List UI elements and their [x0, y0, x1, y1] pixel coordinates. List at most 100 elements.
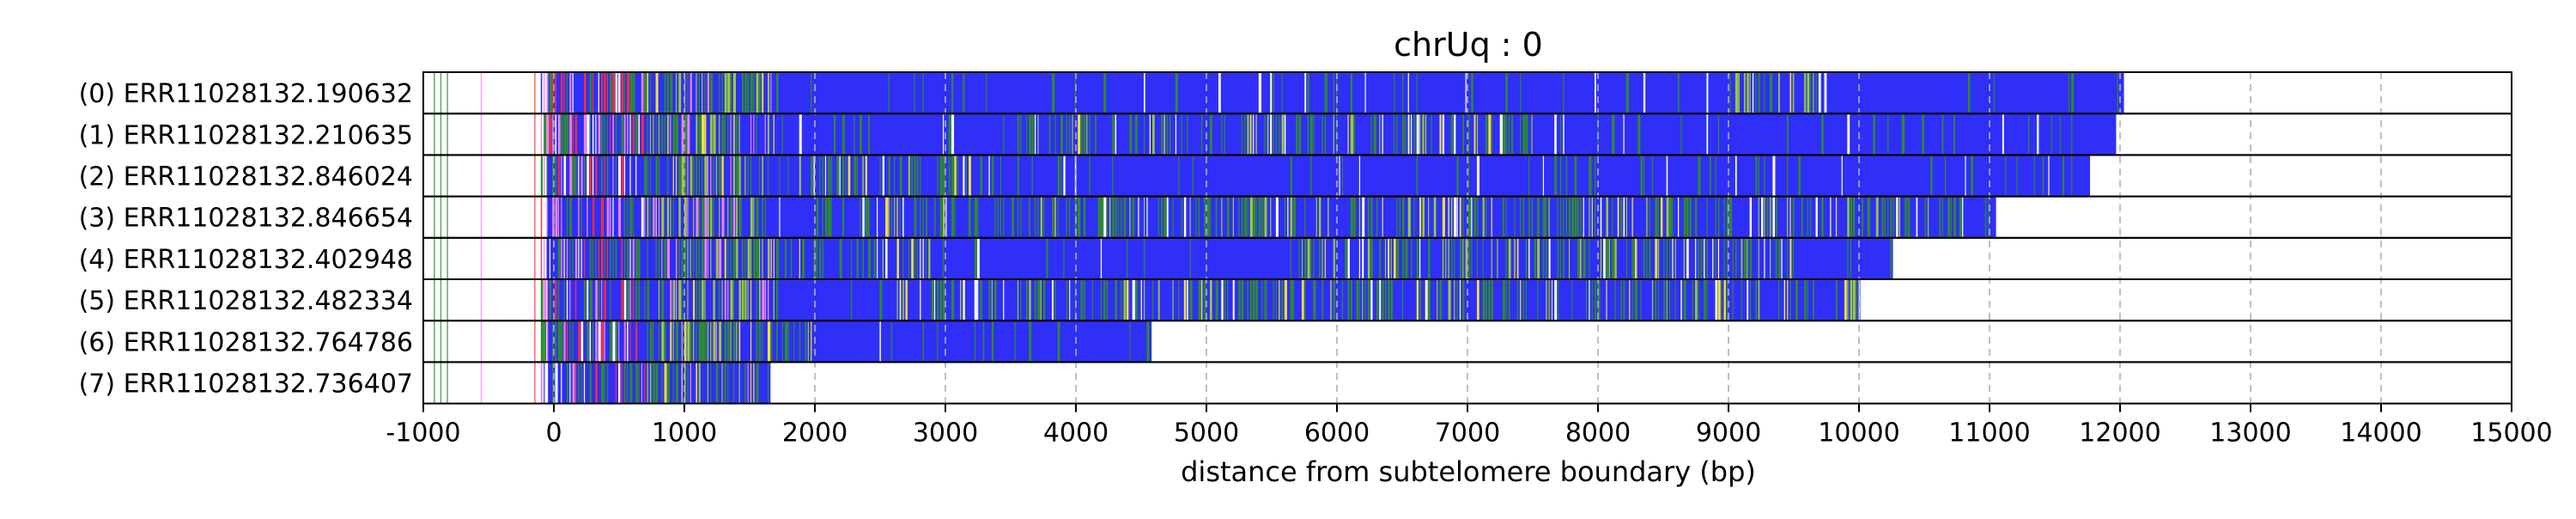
read-segment — [1313, 113, 1315, 156]
read-labels: (0) ERR11028132.190632 (1) ERR11028132.21… — [79, 79, 413, 399]
read-segment — [1893, 196, 1895, 238]
read-segment — [1700, 237, 1703, 279]
read-segment — [914, 72, 915, 114]
read-segment — [561, 196, 562, 238]
read-segment — [534, 362, 536, 404]
read-segment — [1924, 196, 1927, 238]
read-segment — [589, 321, 592, 363]
read-segment — [610, 113, 611, 156]
read-segment — [1161, 113, 1163, 156]
read-segment — [1069, 279, 1071, 321]
read-segment — [647, 196, 649, 238]
read-segment — [730, 237, 732, 279]
read-segment — [1692, 279, 1693, 321]
read-segment — [675, 237, 677, 279]
read-segment — [534, 155, 536, 197]
read-segment — [719, 279, 720, 321]
read-segment — [1416, 113, 1419, 156]
read-segment — [627, 155, 629, 197]
read-segment — [1775, 196, 1777, 238]
read-segment — [750, 362, 752, 404]
read-segment — [1450, 196, 1453, 238]
read-segment — [702, 196, 705, 238]
read-segment — [1247, 196, 1249, 238]
read-segment — [681, 72, 683, 114]
read-segment — [741, 237, 744, 279]
read-segment — [557, 362, 560, 404]
read-segment — [1048, 113, 1051, 156]
read-segment — [1875, 196, 1879, 238]
read-segment — [610, 362, 611, 404]
read-segment — [1907, 196, 1911, 238]
read-segment — [1732, 279, 1734, 321]
read-segment — [896, 279, 898, 321]
read-segment — [681, 362, 683, 404]
read-segment — [1680, 279, 1682, 321]
read-segment — [1505, 72, 1508, 114]
read-segment — [1066, 196, 1067, 238]
read-segment — [1080, 113, 1083, 156]
read-segment — [1200, 279, 1203, 321]
read-segment — [635, 362, 638, 404]
read-segment — [758, 321, 762, 363]
read-segment — [566, 362, 568, 404]
read-segment — [710, 279, 713, 321]
read-segment — [1781, 237, 1783, 279]
read-segment — [1520, 196, 1522, 238]
read-segment — [1100, 279, 1103, 321]
read-segment — [1717, 237, 1720, 279]
read-segment — [610, 321, 613, 363]
read-segment — [1890, 196, 1893, 238]
read-segment — [779, 196, 781, 238]
read-segment — [621, 279, 624, 321]
read-segment — [578, 321, 580, 363]
read-segment — [807, 321, 809, 363]
read-segment — [710, 196, 713, 238]
read-segment — [1887, 196, 1889, 238]
read-segment — [911, 155, 914, 197]
read-segment — [598, 196, 601, 238]
read-segment — [704, 237, 708, 279]
read-segment — [1347, 113, 1349, 156]
read-segment — [670, 362, 671, 404]
read-segment — [2050, 113, 2052, 156]
read-segment — [563, 155, 567, 197]
read-segment — [555, 196, 558, 238]
read-segment — [1244, 196, 1247, 238]
read-segment — [480, 321, 483, 363]
read-segment — [1608, 237, 1610, 279]
read-label: (4) ERR11028132.402948 — [79, 245, 413, 275]
read-segment — [713, 237, 714, 279]
read-segment — [647, 321, 648, 363]
read-segment — [1012, 196, 1014, 238]
read-segment — [534, 72, 536, 114]
read-segment — [773, 237, 775, 279]
read-segment — [773, 196, 775, 238]
read-segment — [1755, 155, 1758, 197]
read-segment — [644, 72, 647, 114]
read-segment — [879, 279, 883, 321]
read-segment — [762, 72, 764, 114]
read-segment — [1668, 237, 1671, 279]
read-segment — [704, 196, 708, 238]
read-segment — [828, 155, 830, 197]
read-segment — [1025, 113, 1028, 156]
read-segment — [753, 321, 755, 363]
read-segment — [928, 237, 931, 279]
read-segment — [649, 321, 653, 363]
read-segment — [1789, 72, 1792, 114]
read-segment — [655, 362, 659, 404]
read-segment — [1364, 72, 1366, 114]
read-segment — [1054, 279, 1056, 321]
read-segment — [977, 279, 979, 321]
read-segment — [1689, 196, 1692, 238]
read-segment — [583, 113, 587, 156]
read-segment — [549, 196, 552, 238]
read-segment — [1717, 279, 1721, 321]
read-segment — [649, 279, 652, 321]
read-segment — [1614, 237, 1617, 279]
read-segment — [702, 237, 704, 279]
read-segment — [687, 72, 689, 114]
